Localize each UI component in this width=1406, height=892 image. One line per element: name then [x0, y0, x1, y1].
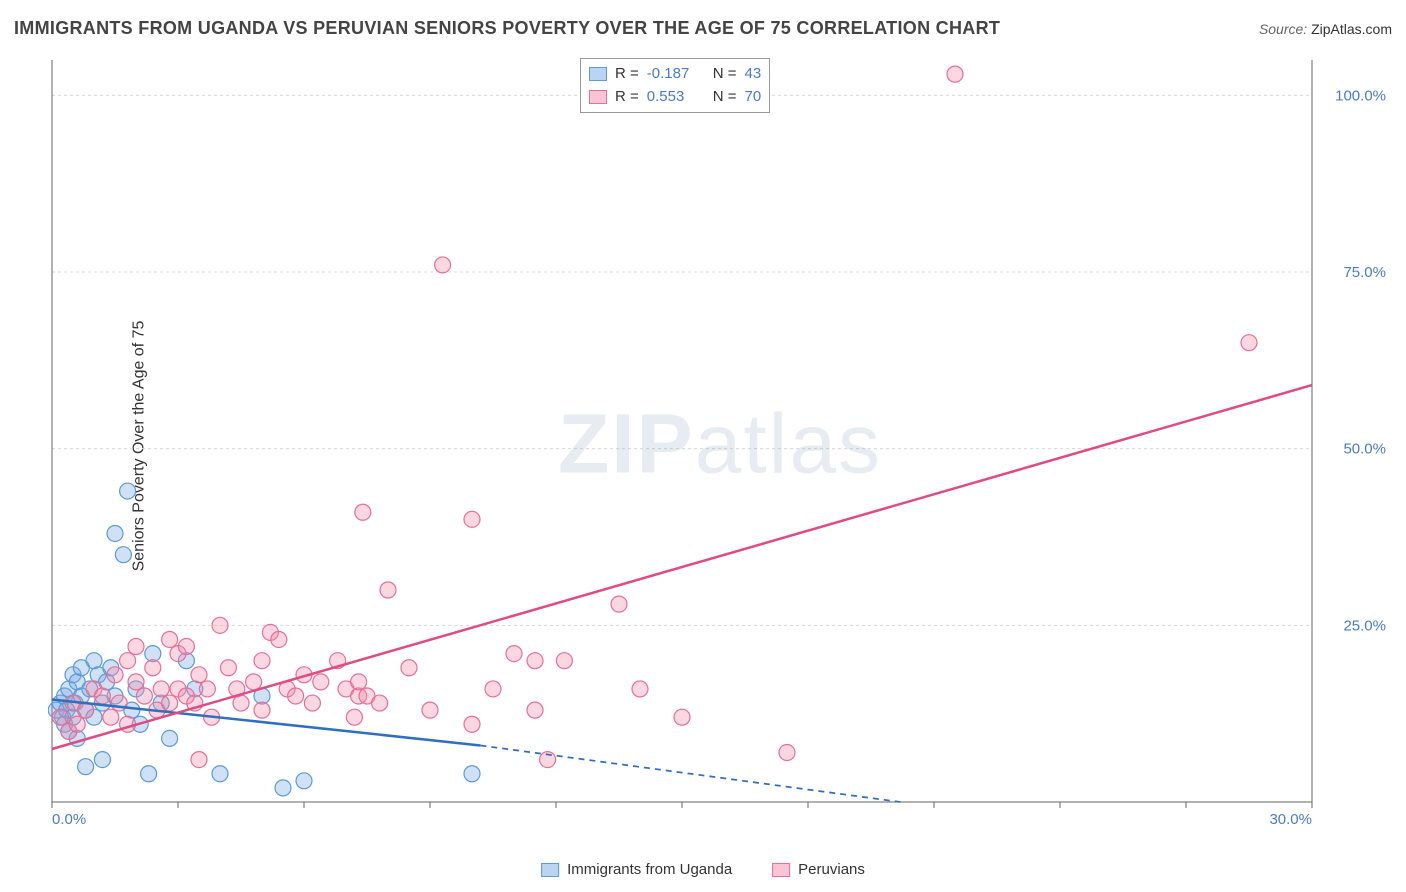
chart-svg: 25.0% 50.0% 75.0% 100.0% 0.0% 30.0%	[48, 56, 1392, 832]
svg-text:30.0%: 30.0%	[1269, 811, 1312, 828]
chart-title: IMMIGRANTS FROM UGANDA VS PERUVIAN SENIO…	[14, 18, 1000, 39]
source-site: ZipAtlas.com	[1311, 21, 1392, 37]
source-citation: Source: ZipAtlas.com	[1259, 21, 1392, 37]
svg-text:0.0%: 0.0%	[52, 811, 86, 828]
stats-swatch-icon	[589, 67, 607, 81]
legend-item-uganda: Immigrants from Uganda	[541, 861, 732, 878]
stats-swatch-icon	[589, 90, 607, 104]
chart-plot-area: 25.0%50.0%75.0%100.0%0.0%30.0% ZIPatlas …	[48, 56, 1392, 832]
legend-item-peruvians: Peruvians	[772, 861, 865, 878]
chart-header: IMMIGRANTS FROM UGANDA VS PERUVIAN SENIO…	[14, 18, 1392, 39]
svg-text:50.0%: 50.0%	[1343, 441, 1386, 458]
legend-label: Immigrants from Uganda	[567, 861, 732, 878]
legend-swatch-icon	[772, 863, 790, 877]
legend-label: Peruvians	[798, 861, 865, 878]
stats-row: R =-0.187N =43	[589, 63, 761, 86]
svg-text:25.0%: 25.0%	[1343, 617, 1386, 634]
bottom-legend: Immigrants from Uganda Peruvians	[541, 861, 865, 878]
correlation-stats-box: R =-0.187N =43R =0.553N =70	[580, 58, 770, 113]
svg-text:100.0%: 100.0%	[1335, 87, 1386, 104]
source-label: Source:	[1259, 21, 1307, 37]
legend-swatch-icon	[541, 863, 559, 877]
stats-row: R =0.553N =70	[589, 86, 761, 109]
svg-text:75.0%: 75.0%	[1343, 264, 1386, 281]
